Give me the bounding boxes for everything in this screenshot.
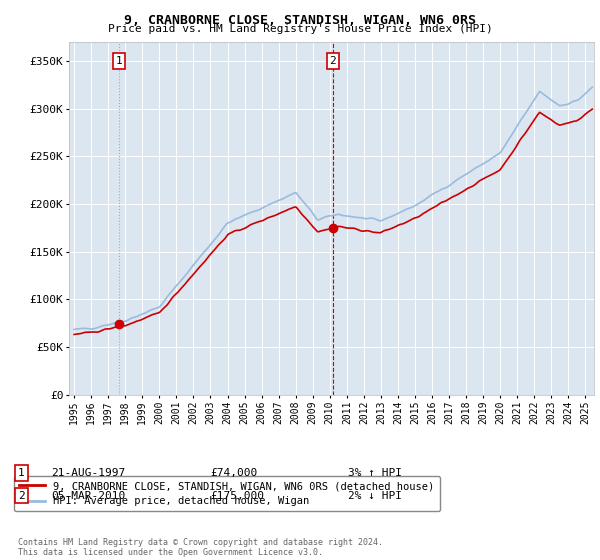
Legend: 9, CRANBORNE CLOSE, STANDISH, WIGAN, WN6 0RS (detached house), HPI: Average pric: 9, CRANBORNE CLOSE, STANDISH, WIGAN, WN6… — [14, 476, 440, 511]
Text: 1: 1 — [18, 468, 25, 478]
Text: £175,000: £175,000 — [210, 491, 264, 501]
Text: Price paid vs. HM Land Registry's House Price Index (HPI): Price paid vs. HM Land Registry's House … — [107, 24, 493, 34]
Text: 1: 1 — [116, 56, 122, 66]
Text: 05-MAR-2010: 05-MAR-2010 — [51, 491, 125, 501]
Text: 2: 2 — [329, 56, 336, 66]
Text: 9, CRANBORNE CLOSE, STANDISH, WIGAN, WN6 0RS: 9, CRANBORNE CLOSE, STANDISH, WIGAN, WN6… — [124, 14, 476, 27]
Text: £74,000: £74,000 — [210, 468, 257, 478]
Text: 21-AUG-1997: 21-AUG-1997 — [51, 468, 125, 478]
Text: 3% ↑ HPI: 3% ↑ HPI — [348, 468, 402, 478]
Text: 2: 2 — [18, 491, 25, 501]
Text: Contains HM Land Registry data © Crown copyright and database right 2024.
This d: Contains HM Land Registry data © Crown c… — [18, 538, 383, 557]
Text: 2% ↓ HPI: 2% ↓ HPI — [348, 491, 402, 501]
